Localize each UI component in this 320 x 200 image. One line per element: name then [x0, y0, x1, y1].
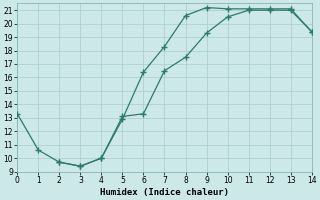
X-axis label: Humidex (Indice chaleur): Humidex (Indice chaleur): [100, 188, 229, 197]
